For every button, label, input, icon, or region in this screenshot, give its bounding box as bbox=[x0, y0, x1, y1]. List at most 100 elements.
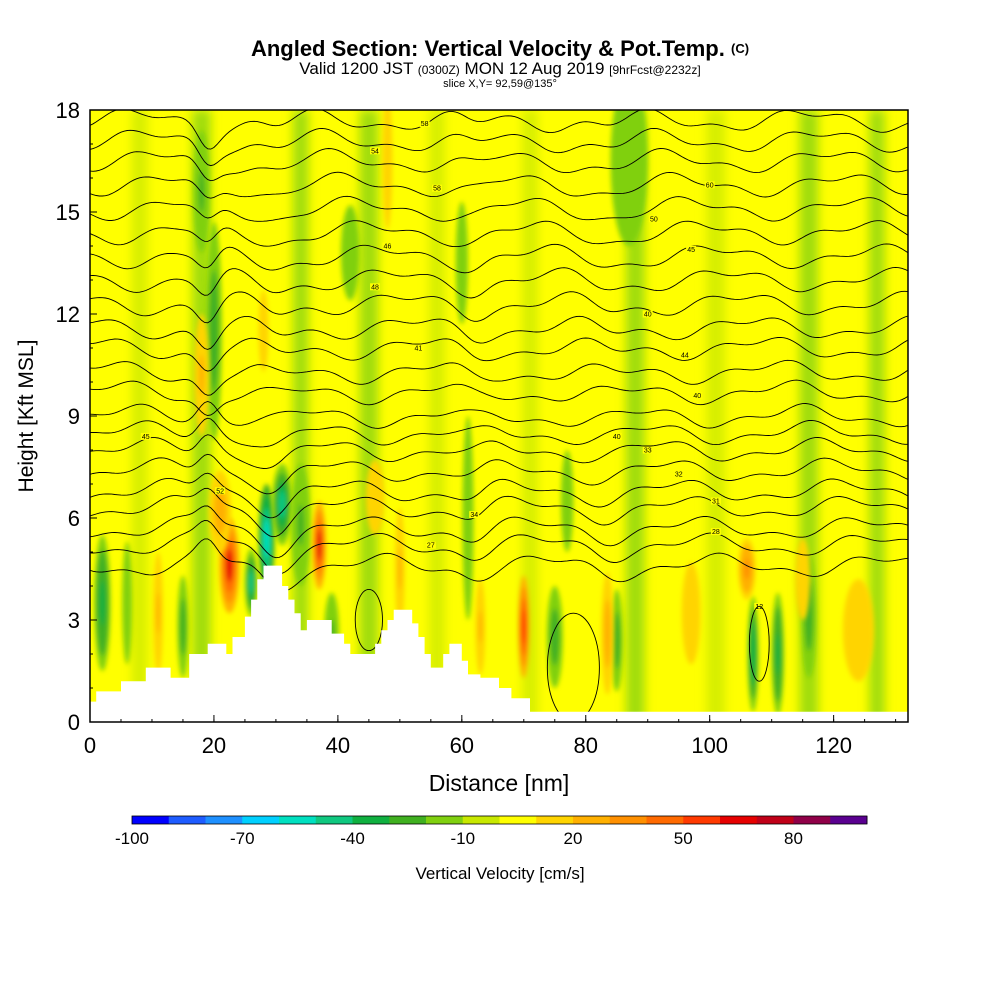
y-tick-label: 18 bbox=[56, 98, 80, 123]
vertical-band bbox=[869, 110, 885, 722]
isentrope-line bbox=[90, 315, 908, 350]
colorbar-swatch bbox=[720, 816, 758, 824]
velocity-cell-ring bbox=[565, 483, 570, 519]
velocity-cell-ring bbox=[297, 503, 304, 546]
downdraft-cell bbox=[291, 463, 310, 586]
updraft-cell bbox=[208, 470, 232, 552]
isentrope-line bbox=[90, 434, 908, 469]
terrain-mask bbox=[90, 565, 908, 722]
isentrope-label-bg bbox=[710, 497, 721, 505]
colorbar-swatch bbox=[315, 816, 353, 824]
colorbar-tick-label: 20 bbox=[564, 829, 583, 848]
colorbar-tick-label: 50 bbox=[674, 829, 693, 848]
colorbar-swatch bbox=[132, 816, 170, 824]
velocity-cell-ring bbox=[99, 579, 106, 627]
velocity-cell-ring bbox=[614, 623, 619, 658]
downdraft-cell bbox=[771, 592, 785, 716]
y-tick-label: 9 bbox=[68, 404, 80, 429]
updraft-cell bbox=[681, 562, 701, 665]
isentrope-label-bg bbox=[611, 432, 622, 440]
colorbar-tick-label: -40 bbox=[340, 829, 365, 848]
isentrope-label-bg bbox=[642, 446, 653, 454]
downdraft-cell bbox=[258, 484, 275, 593]
velocity-cell-ring bbox=[466, 483, 470, 553]
velocity-cell-ring bbox=[371, 484, 379, 511]
velocity-cell-ring bbox=[181, 609, 185, 645]
isentrope-line bbox=[90, 290, 908, 324]
colorbar-swatch bbox=[609, 816, 647, 824]
velocity-cell-ring bbox=[459, 242, 464, 284]
isentrope-label: 45 bbox=[687, 247, 695, 254]
colorbar-swatch bbox=[499, 816, 537, 824]
isentrope-line bbox=[90, 148, 908, 182]
isentrope-label: 48 bbox=[371, 284, 379, 291]
velocity-cell-ring bbox=[622, 132, 636, 190]
isentrope-label-bg bbox=[469, 511, 480, 519]
vertical-band bbox=[359, 110, 379, 722]
isentrope-label-bg bbox=[710, 528, 721, 536]
isentrope-label-bg bbox=[704, 181, 715, 189]
isentrope-label: 54 bbox=[371, 148, 379, 155]
colorbar-swatch bbox=[279, 816, 317, 824]
x-axis-label: Distance [nm] bbox=[429, 770, 570, 796]
velocity-cell-ring bbox=[278, 490, 286, 519]
colorbar-swatch bbox=[462, 816, 500, 824]
y-axis: 0 3 6 9 12 15 18 bbox=[56, 98, 97, 735]
isentrope-label: 33 bbox=[644, 448, 652, 455]
valid-utc: (0300Z) bbox=[417, 63, 460, 77]
title-unit-mark: (C) bbox=[731, 41, 750, 56]
isentrope-line bbox=[90, 243, 908, 274]
updraft-cell bbox=[795, 538, 811, 620]
updraft-cell bbox=[518, 575, 530, 678]
velocity-cell-ring bbox=[751, 634, 755, 674]
velocity-cell-ring bbox=[347, 236, 354, 269]
x-tick-label: 20 bbox=[202, 733, 226, 758]
vertical-band bbox=[131, 110, 148, 722]
updraft-cell bbox=[842, 579, 874, 682]
valid-date: MON 12 Aug 2019 bbox=[464, 59, 605, 78]
isentrope-label: 46 bbox=[384, 244, 392, 251]
velocity-cell-ring bbox=[249, 571, 254, 595]
velocity-cell-ring bbox=[853, 612, 864, 648]
downdraft-cell bbox=[560, 450, 574, 552]
isentrope-label: 60 bbox=[706, 182, 714, 189]
colorbar-swatch bbox=[205, 816, 243, 824]
downdraft-cell bbox=[122, 541, 133, 665]
plot-area: 12 27 28 34 31 52 32 33 40 45 40 44 41 40 48 45 46 50 58 60… bbox=[90, 110, 908, 722]
isentrope-label-bg bbox=[679, 351, 690, 359]
y-tick-label: 12 bbox=[56, 302, 80, 327]
x-tick-label: 60 bbox=[450, 733, 474, 758]
velocity-cell-ring bbox=[226, 549, 233, 582]
x-tick-label: 80 bbox=[574, 733, 598, 758]
isentrope-line bbox=[90, 401, 908, 429]
velocity-cell-ring bbox=[775, 633, 780, 675]
title-main: Angled Section: Vertical Velocity & Pot.… bbox=[250, 36, 725, 61]
colorbar-frame bbox=[131, 815, 868, 825]
isentrope-line bbox=[90, 379, 908, 416]
y-tick-label: 0 bbox=[68, 710, 80, 735]
downdraft-cell bbox=[546, 586, 563, 688]
isentrope-label: 28 bbox=[712, 529, 720, 536]
colorbar-tick-label: -100 bbox=[115, 829, 149, 848]
isentrope-label-bg bbox=[648, 215, 659, 223]
colorbar: -100 -70 -40 -10 20 50 80 bbox=[115, 815, 868, 848]
isentrope-label-bg bbox=[432, 184, 443, 192]
updraft-cell bbox=[365, 460, 385, 535]
isentrope-label: 58 bbox=[433, 186, 441, 193]
isentrope-label-bg bbox=[370, 283, 381, 291]
y-tick-label: 15 bbox=[56, 200, 80, 225]
velocity-cell-ring bbox=[478, 610, 483, 643]
downdraft-cell bbox=[205, 222, 222, 440]
isentrope-line bbox=[90, 127, 908, 167]
velocity-cell-ring bbox=[552, 619, 558, 655]
y-axis-label: Height [Kft MSL] bbox=[15, 340, 38, 493]
y-tick-label: 3 bbox=[68, 608, 80, 633]
colorbar-swatch bbox=[793, 816, 831, 824]
isentrope-label: 45 bbox=[142, 434, 150, 441]
isentrope-label-bg bbox=[692, 392, 703, 400]
forecast-tag: [9hrFcst@2232z] bbox=[609, 63, 701, 77]
velocity-cell-ring bbox=[800, 565, 806, 594]
velocity-cell-ring bbox=[687, 595, 695, 631]
slice-info: slice X,Y= 92,59@135° bbox=[443, 78, 557, 90]
